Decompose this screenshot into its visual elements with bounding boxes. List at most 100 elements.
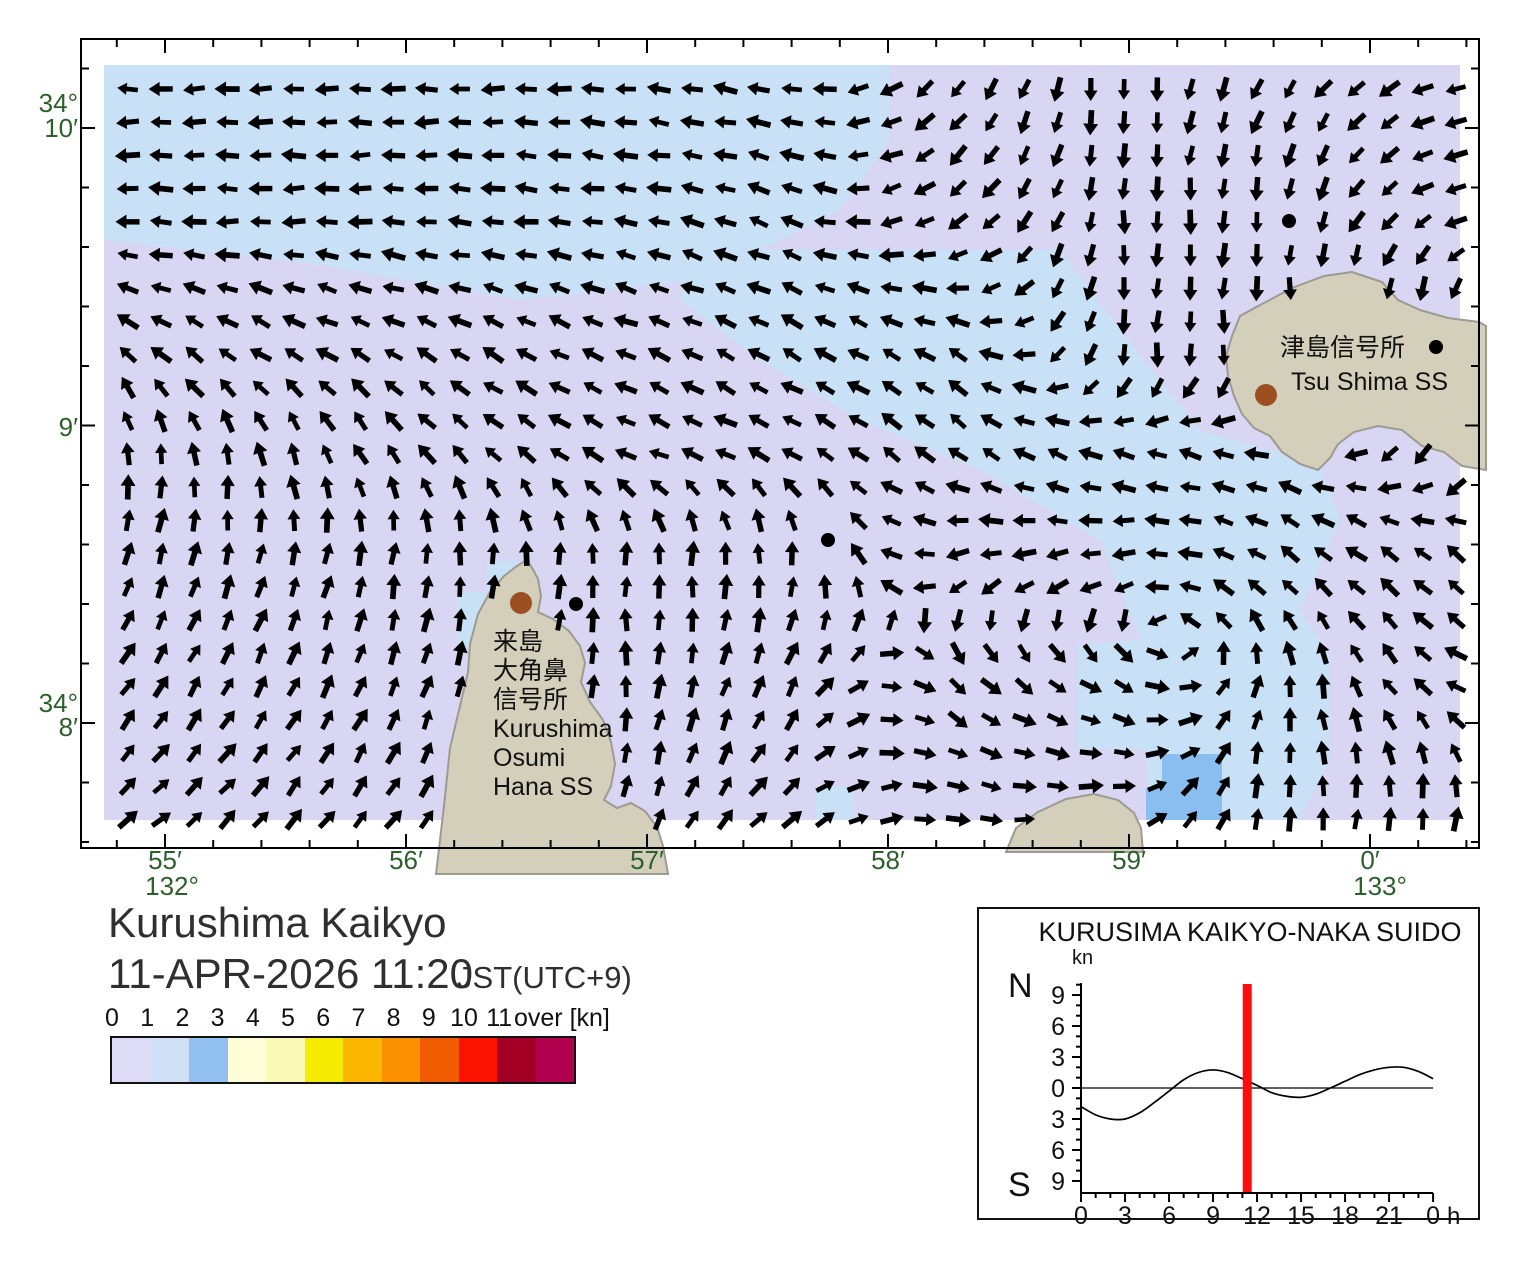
current-arrow: [715, 182, 736, 195]
current-arrow: [119, 709, 135, 732]
current-arrow: [945, 479, 971, 495]
current-arrow: [1414, 646, 1433, 663]
legend-swatch: [227, 1038, 266, 1082]
current-arrow: [781, 82, 803, 95]
current-arrow: [1083, 77, 1098, 101]
current-arrow: [350, 315, 371, 328]
current-arrow: [881, 680, 903, 693]
current-arrow: [846, 712, 871, 728]
current-arrow: [653, 708, 666, 731]
current-arrow: [814, 115, 836, 129]
current-arrow: [1078, 446, 1104, 461]
inset-y-tick-label: 3: [1051, 1106, 1065, 1134]
current-arrow: [249, 347, 273, 363]
current-arrow: [1014, 580, 1035, 594]
current-arrow: [1012, 513, 1036, 528]
current-arrow: [1050, 345, 1067, 363]
current-arrow: [1447, 247, 1466, 262]
current-arrow: [914, 481, 936, 495]
current-arrow: [1316, 641, 1330, 665]
current-arrow: [221, 541, 235, 566]
legend-tick-label: 1: [140, 1004, 155, 1032]
current-arrow: [517, 414, 537, 430]
current-arrow: [686, 642, 699, 664]
current-arrow: [1117, 79, 1131, 100]
current-arrow: [848, 315, 869, 329]
current-arrow: [1078, 414, 1103, 428]
current-arrow: [549, 348, 570, 361]
current-arrow: [547, 214, 571, 229]
current-arrow: [350, 347, 371, 363]
current-arrow: [815, 780, 835, 793]
current-arrow: [817, 574, 833, 599]
current-arrow: [1381, 445, 1400, 462]
current-arrow: [1083, 109, 1099, 136]
current-arrow: [948, 212, 969, 230]
current-arrow: [380, 81, 406, 97]
current-arrow: [1216, 111, 1230, 134]
current-arrow: [982, 177, 1002, 199]
current-arrow: [1345, 546, 1369, 563]
current-arrow: [1216, 640, 1231, 665]
current-arrow: [951, 608, 965, 632]
current-arrow: [121, 442, 135, 466]
current-arrow: [1083, 243, 1097, 267]
current-arrow: [646, 81, 672, 96]
current-arrow: [849, 480, 868, 496]
current-arrow: [747, 347, 771, 363]
current-arrow: [916, 79, 935, 98]
current-arrow: [1345, 481, 1367, 494]
current-arrow: [548, 314, 572, 330]
current-arrow: [783, 477, 803, 499]
current-arrow: [1051, 111, 1064, 134]
current-arrow: [813, 148, 837, 162]
current-arrow: [653, 775, 666, 797]
current-arrow: [387, 444, 402, 465]
current-arrow: [1150, 310, 1164, 334]
current-arrow: [251, 811, 269, 829]
current-arrow: [1382, 678, 1399, 696]
inset-unit-label: kn: [1072, 947, 1093, 969]
x-axis-label: 57′: [630, 845, 664, 875]
current-arrow: [1280, 514, 1301, 529]
current-arrow: [1283, 742, 1297, 763]
current-arrow: [187, 441, 202, 467]
current-arrow: [1178, 513, 1202, 528]
current-arrow: [1348, 178, 1366, 198]
current-arrow: [1146, 713, 1169, 727]
current-arrow: [480, 181, 506, 197]
current-arrow: [546, 247, 573, 262]
current-arrow: [982, 447, 1001, 462]
current-arrow: [851, 575, 865, 598]
current-arrow: [184, 378, 206, 399]
current-arrow: [1146, 447, 1168, 460]
current-arrow: [914, 216, 935, 228]
current-arrow: [516, 315, 537, 328]
current-arrow: [947, 747, 969, 760]
current-arrow: [154, 507, 169, 534]
current-arrow: [912, 513, 937, 527]
current-arrow: [347, 114, 373, 130]
current-arrow: [652, 574, 667, 599]
current-arrow: [117, 248, 139, 261]
current-arrow: [150, 314, 173, 329]
current-arrow: [715, 447, 737, 461]
inset-y-tick-label: 6: [1051, 1137, 1065, 1165]
map-timezone: JST(UTC+9): [457, 960, 632, 995]
water-patch: [1146, 754, 1222, 820]
current-arrow: [1380, 113, 1400, 130]
current-arrow: [380, 247, 407, 262]
legend-tick-label: 0: [105, 1004, 119, 1032]
current-arrow: [1250, 78, 1265, 100]
current-arrow: [649, 381, 670, 396]
current-arrow: [620, 576, 633, 598]
inset-x-tick-label: 18: [1331, 1202, 1359, 1230]
current-arrow: [316, 116, 338, 129]
current-arrow: [879, 314, 904, 329]
current-arrow: [747, 148, 770, 162]
current-arrow: [948, 379, 969, 398]
current-arrow: [1247, 547, 1267, 561]
current-arrow: [150, 116, 172, 129]
current-arrow: [553, 609, 567, 631]
